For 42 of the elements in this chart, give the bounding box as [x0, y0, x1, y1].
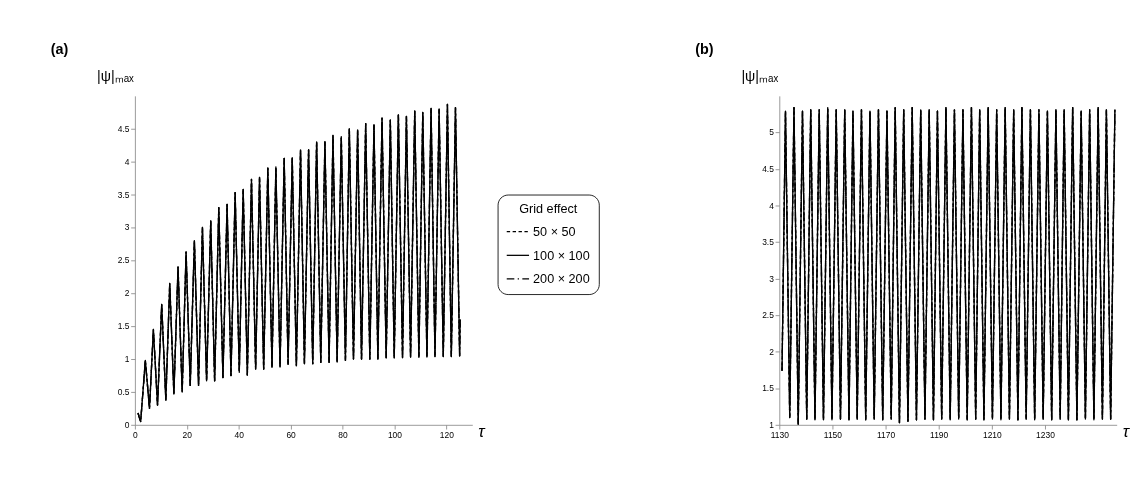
x-tick-label: 1210 [982, 429, 1002, 440]
y-tick-label: 0.5 [117, 386, 130, 397]
y-axis-title: |ψ|ₘₐₓ [741, 68, 779, 85]
x-tick-label: 1170 [876, 429, 896, 440]
y-tick-label: 1.5 [117, 321, 130, 332]
y-tick-label: 2.5 [117, 255, 130, 266]
chart-title: (a) [50, 40, 69, 57]
x-tick-label: 40 [234, 429, 245, 440]
y-tick-label: 4.5 [762, 163, 775, 174]
x-tick-label: 1190 [930, 429, 949, 440]
chart-title: (b) [695, 40, 714, 57]
x-axis-title: τ [1122, 422, 1131, 442]
y-tick-label: 2.5 [762, 310, 775, 321]
legend-label: 100 × 100 [533, 248, 590, 263]
legend-label: 200 × 200 [533, 272, 590, 287]
y-tick-label: 1 [769, 419, 775, 430]
y-tick-label: 3 [769, 273, 775, 284]
y-tick-label: 0 [124, 419, 130, 430]
y-tick-label: 4.5 [117, 123, 130, 134]
x-tick-label: 1150 [823, 429, 843, 440]
y-tick-label: 4 [769, 200, 775, 211]
legend-title: Grid effect [519, 202, 578, 217]
x-axis-title: τ [478, 422, 487, 442]
y-tick-label: 1 [124, 354, 130, 365]
y-tick-label: 3 [124, 222, 130, 233]
x-tick-label: 80 [338, 429, 348, 440]
x-tick-label: 0 [133, 429, 139, 440]
x-tick-label: 100 [387, 429, 403, 440]
y-tick-label: 5 [769, 127, 775, 138]
x-tick-label: 60 [286, 429, 297, 440]
y-axis-title: |ψ|ₘₐₓ [96, 68, 134, 85]
y-tick-label: 3.5 [117, 189, 130, 200]
x-tick-label: 1230 [1036, 429, 1056, 440]
y-tick-label: 1.5 [762, 383, 775, 394]
y-tick-label: 2 [769, 346, 775, 357]
x-tick-label: 1130 [770, 429, 790, 440]
legend-label: 50 × 50 [533, 224, 576, 239]
y-tick-label: 3.5 [762, 237, 775, 248]
y-tick-label: 4 [124, 156, 130, 167]
x-tick-label: 20 [182, 429, 193, 440]
x-tick-label: 120 [439, 429, 455, 440]
y-tick-label: 2 [124, 288, 130, 299]
